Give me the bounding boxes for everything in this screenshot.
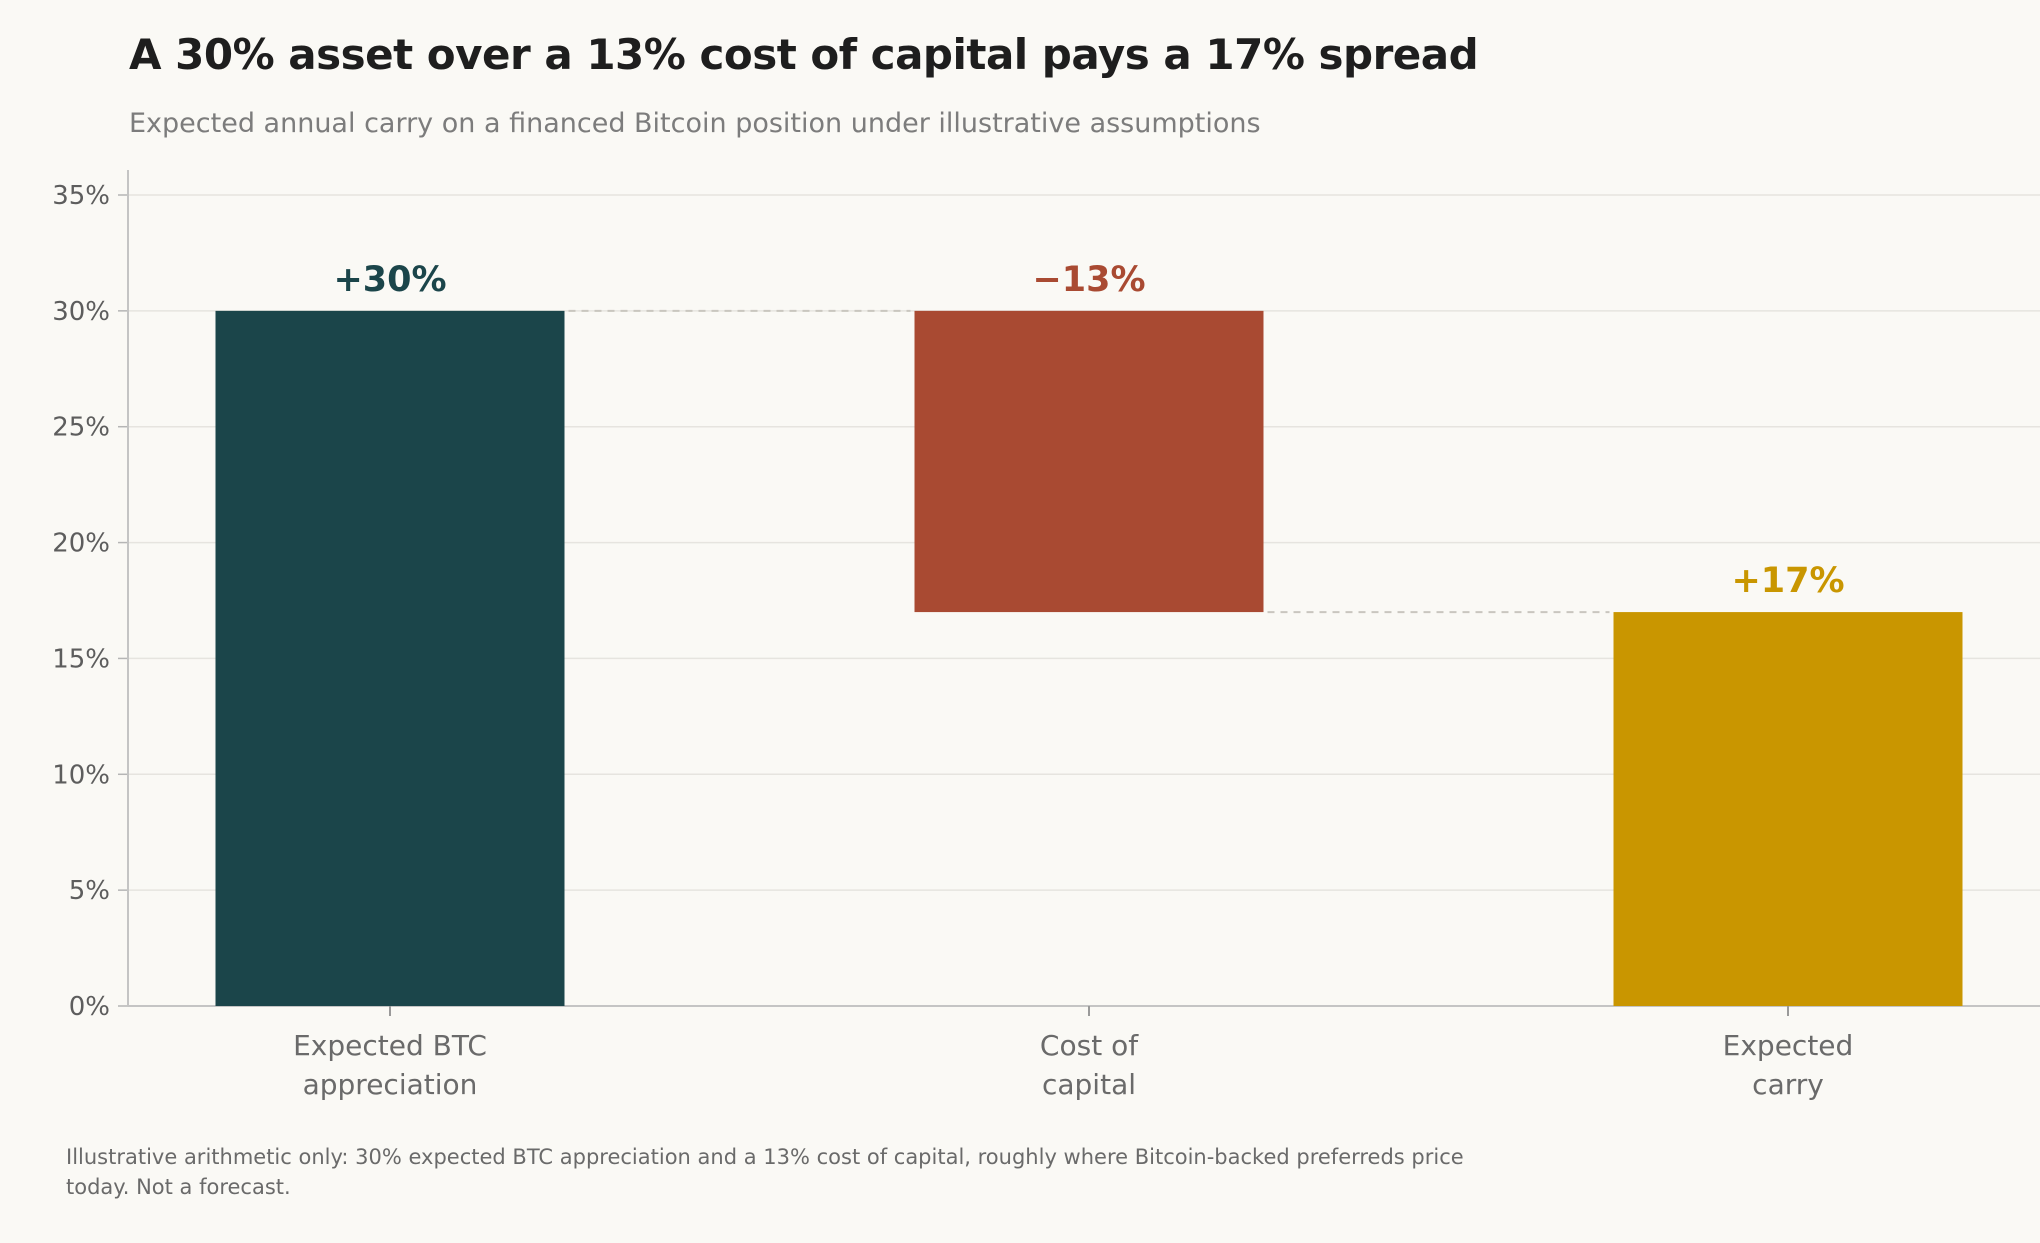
footnote: Illustrative arithmetic only: 30% expect… bbox=[66, 1145, 1464, 1199]
y-tick-label: 30% bbox=[52, 297, 110, 327]
category-label: appreciation bbox=[303, 1068, 478, 1101]
y-tick-label: 5% bbox=[69, 876, 110, 906]
chart-subtitle: Expected annual carry on a financed Bitc… bbox=[129, 108, 1261, 139]
y-tick-label: 25% bbox=[52, 413, 110, 443]
bar-value-label: +30% bbox=[333, 260, 446, 300]
y-tick-label: 10% bbox=[52, 760, 110, 790]
bar-value-label: −13% bbox=[1032, 260, 1145, 300]
category-label: carry bbox=[1752, 1068, 1824, 1101]
y-tick-label: 15% bbox=[52, 644, 110, 674]
y-tick-label: 0% bbox=[69, 992, 110, 1022]
bar bbox=[1613, 612, 1963, 1006]
y-tick-label: 20% bbox=[52, 529, 110, 559]
y-tick-label: 35% bbox=[52, 181, 110, 211]
category-label: Expected bbox=[1723, 1029, 1854, 1062]
category-label: capital bbox=[1042, 1068, 1136, 1101]
bar bbox=[914, 310, 1264, 613]
category-label: Cost of bbox=[1040, 1029, 1139, 1062]
waterfall-chart: 0% 5% 10% 15% 20% 25% 30% 35% +30% Expected BTC ap… bbox=[52, 170, 2040, 1101]
bar bbox=[215, 310, 565, 1006]
chart-title: A 30% asset over a 13% cost of capital p… bbox=[129, 30, 1479, 79]
bar-value-label: +17% bbox=[1731, 561, 1844, 601]
category-label: Expected BTC bbox=[293, 1029, 487, 1062]
